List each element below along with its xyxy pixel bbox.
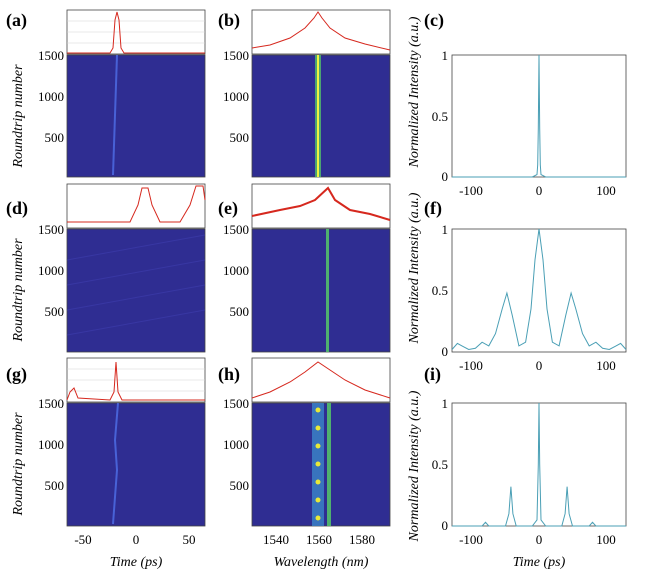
panel-c bbox=[451, 54, 627, 178]
panel-label-c: (c) bbox=[424, 10, 444, 31]
ytick-c-1: 1 bbox=[442, 48, 449, 63]
ytick-i-0.5: 0.5 bbox=[432, 457, 448, 472]
ytick-h-1500: 1500 bbox=[223, 396, 249, 411]
panel-f bbox=[451, 228, 627, 353]
xtick-h-1560: 1560 bbox=[306, 532, 332, 547]
ytick-c-0: 0 bbox=[442, 169, 449, 184]
xtick-g-50: 50 bbox=[183, 532, 196, 547]
ytick-g-1000: 1000 bbox=[38, 437, 64, 452]
ytick-i-1: 1 bbox=[442, 396, 449, 411]
spectrum-trace-e bbox=[251, 186, 391, 221]
panel-d bbox=[66, 183, 206, 353]
ytick-e-1500: 1500 bbox=[223, 222, 249, 237]
ytick-i-0: 0 bbox=[442, 518, 449, 533]
ylabel-roundtrip-g: Roundtrip number bbox=[11, 412, 26, 517]
ytick-a-1500: 1500 bbox=[38, 48, 64, 63]
panel-label-b: (b) bbox=[218, 10, 240, 31]
heatmap-d bbox=[66, 228, 206, 353]
ylabel-roundtrip-d: Roundtrip number bbox=[11, 238, 26, 343]
panel-label-h: (h) bbox=[218, 364, 240, 385]
acf-series-line bbox=[452, 54, 626, 178]
spectrum-trace-b bbox=[251, 11, 391, 51]
xtick-h-1580: 1580 bbox=[349, 532, 375, 547]
ytick-f-0: 0 bbox=[442, 344, 449, 359]
heatmap-e bbox=[251, 228, 391, 353]
ytick-b-500: 500 bbox=[230, 130, 250, 145]
ytick-g-500: 500 bbox=[45, 478, 65, 493]
xlabel-wavelength: Wavelength (nm) bbox=[274, 555, 369, 570]
panel-a bbox=[66, 9, 206, 178]
acf-series-line bbox=[452, 402, 626, 527]
ylabel-intensity-c: Normalized Intensity (a.u.) bbox=[407, 16, 422, 168]
panel-b bbox=[251, 9, 391, 178]
panel-g bbox=[66, 357, 206, 527]
ytick-e-1000: 1000 bbox=[223, 263, 249, 278]
acf-plot-f bbox=[451, 228, 627, 351]
ytick-d-500: 500 bbox=[45, 304, 65, 319]
panel-label-g: (g) bbox=[6, 364, 27, 385]
xtick-c-100: 100 bbox=[596, 183, 616, 198]
ytick-h-500: 500 bbox=[230, 478, 250, 493]
ytick-e-500: 500 bbox=[230, 304, 250, 319]
xtick-f--100: -100 bbox=[459, 358, 483, 373]
heatmap-g bbox=[66, 402, 206, 527]
heatmap-a bbox=[66, 54, 206, 178]
spectrum-trace-g bbox=[66, 361, 205, 401]
xtick-g-0: 0 bbox=[133, 532, 140, 547]
ytick-d-1500: 1500 bbox=[38, 222, 64, 237]
xtick-f-100: 100 bbox=[596, 358, 616, 373]
ytick-d-1000: 1000 bbox=[38, 263, 64, 278]
ylabel-roundtrip-a: Roundtrip number bbox=[11, 64, 26, 169]
xtick-g--50: -50 bbox=[74, 532, 91, 547]
panel-label-i: (i) bbox=[424, 364, 441, 385]
spectrum-trace-d bbox=[67, 185, 206, 223]
acf-series-line bbox=[451, 228, 627, 351]
xtick-h-1540: 1540 bbox=[263, 532, 289, 547]
ytick-b-1000: 1000 bbox=[223, 89, 249, 104]
xtick-i-0: 0 bbox=[536, 532, 543, 547]
ytick-c-0.5: 0.5 bbox=[432, 109, 448, 124]
ytick-b-1500: 1500 bbox=[223, 48, 249, 63]
panel-label-e: (e) bbox=[218, 198, 238, 219]
xtick-i--100: -100 bbox=[459, 532, 483, 547]
ylabel-intensity-f: Normalized Intensity (a.u.) bbox=[407, 192, 422, 344]
acf-plot-c bbox=[452, 54, 626, 178]
ytick-a-500: 500 bbox=[45, 130, 65, 145]
spectrum-trace-h bbox=[251, 361, 391, 399]
acf-plot-i bbox=[452, 402, 626, 527]
ytick-f-1: 1 bbox=[442, 222, 449, 237]
ylabel-intensity-i: Normalized Intensity (a.u.) bbox=[407, 390, 422, 542]
xtick-c-0: 0 bbox=[536, 183, 543, 198]
panel-label-a: (a) bbox=[6, 10, 27, 31]
panel-h bbox=[251, 357, 391, 527]
ytick-a-1000: 1000 bbox=[38, 89, 64, 104]
xtick-i-100: 100 bbox=[596, 532, 616, 547]
pulse-trace-a bbox=[112, 54, 118, 176]
xtick-c--100: -100 bbox=[459, 183, 483, 198]
xtick-f-0: 0 bbox=[536, 358, 543, 373]
panel-label-f: (f) bbox=[424, 198, 442, 219]
ytick-h-1000: 1000 bbox=[223, 437, 249, 452]
panel-e bbox=[251, 183, 391, 353]
panel-i bbox=[451, 402, 627, 527]
xlabel-time-right: Time (ps) bbox=[513, 555, 566, 570]
ytick-g-1500: 1500 bbox=[38, 396, 64, 411]
spectrum-trace-a bbox=[67, 11, 205, 54]
ytick-f-0.5: 0.5 bbox=[432, 283, 448, 298]
xlabel-time-left: Time (ps) bbox=[110, 555, 163, 570]
panel-label-d: (d) bbox=[6, 198, 28, 219]
